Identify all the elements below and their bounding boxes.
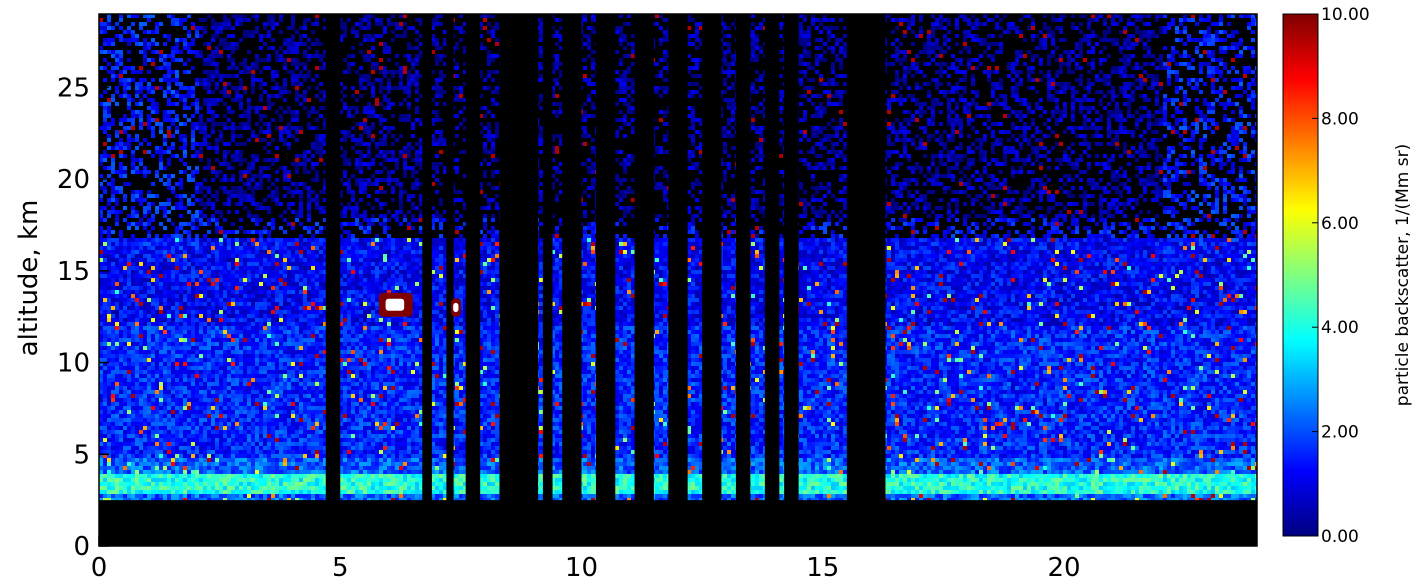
- ground-mask: [99, 500, 1257, 546]
- colorbar-tick-label: 8.00: [1321, 109, 1359, 129]
- y-tick-label: 10: [57, 349, 90, 379]
- x-axis: 0 5 10 15 20: [91, 536, 1081, 582]
- y-tick-label: 25: [57, 73, 90, 103]
- no-data-gap: [764, 14, 780, 546]
- no-data-gap: [668, 14, 688, 546]
- colorbar-title: particle backscatter, 1/(Mm sr): [1393, 144, 1413, 406]
- plot-area: [99, 14, 1257, 546]
- y-tick-label: 20: [57, 165, 90, 195]
- colorbar-tick-label: 4.00: [1321, 318, 1359, 338]
- y-tick-label: 15: [57, 257, 90, 287]
- no-data-gap: [784, 14, 799, 546]
- no-data-gap: [846, 14, 886, 546]
- no-data-gap: [325, 14, 341, 546]
- plot-frame: [98, 13, 1258, 547]
- colorbar: 0.00 2.00 4.00 6.00 8.00 10.00: [1282, 5, 1370, 547]
- no-data-gap: [735, 14, 751, 546]
- high-backscatter-core: [385, 298, 405, 311]
- x-tick-label: 10: [565, 553, 598, 582]
- high-backscatter-layer: [378, 292, 461, 317]
- y-tick-label: 0: [73, 532, 90, 562]
- x-tick-label: 5: [332, 553, 349, 582]
- y-axis: 0 5 10 15 20 25: [57, 73, 109, 562]
- y-tick-label: 5: [73, 440, 90, 470]
- no-data-gap: [422, 14, 432, 546]
- x-tick-label: 0: [91, 553, 108, 582]
- no-data-gap: [446, 14, 454, 546]
- colorbar-tick-label: 0.00: [1321, 527, 1359, 547]
- high-backscatter-core: [453, 302, 459, 313]
- no-data-gap: [542, 14, 553, 546]
- colorbar-tick-label: 6.00: [1321, 214, 1359, 234]
- no-data-gap: [595, 14, 616, 546]
- no-data-gap: [562, 14, 582, 546]
- no-data-gap: [634, 14, 654, 546]
- colorbar-ticks: 0.00 2.00 4.00 6.00 8.00 10.00: [1312, 5, 1370, 547]
- x-tick-label: 15: [806, 553, 839, 582]
- no-data-layer: [325, 14, 886, 546]
- colorbar-tick-label: 2.00: [1321, 423, 1359, 443]
- y-axis-title: altitude, km: [14, 200, 44, 357]
- no-data-gap: [465, 14, 481, 546]
- no-data-gap: [702, 14, 722, 546]
- x-tick-label: 20: [1047, 553, 1080, 582]
- colorbar-tick-label: 10.00: [1321, 5, 1370, 25]
- colorbar-gradient: [1282, 13, 1319, 537]
- no-data-gap: [499, 14, 539, 546]
